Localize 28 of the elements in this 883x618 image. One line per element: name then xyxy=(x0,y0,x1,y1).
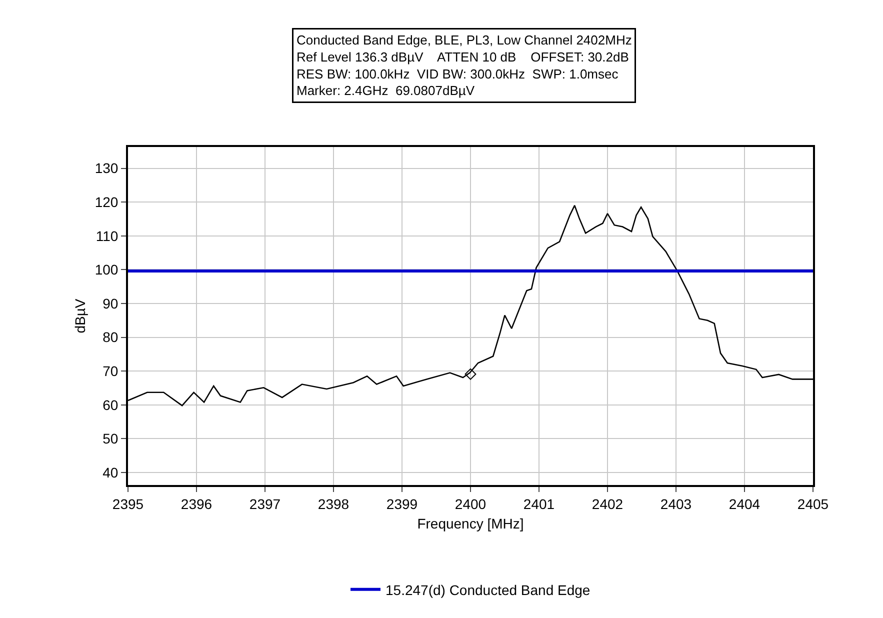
x-tick-label: 2403 xyxy=(660,496,692,512)
x-tick-label: 2399 xyxy=(386,496,418,512)
y-tick-label: 130 xyxy=(94,160,118,176)
y-tick-label: 90 xyxy=(102,295,118,312)
x-axis-title: Frequency [MHz] xyxy=(417,516,524,532)
y-tick-label: 110 xyxy=(96,228,118,244)
x-tick-label: 2397 xyxy=(249,496,281,512)
x-tick-label: 2400 xyxy=(454,496,486,512)
text: Marker: 2.4GHz 69.0807dBµV xyxy=(296,83,475,98)
y-axis-title: dBµV xyxy=(72,298,88,334)
x-tick-label: 2404 xyxy=(728,496,760,512)
x-tick-label: 2395 xyxy=(112,496,144,512)
chart-title: Conducted Band Edge, BLE, PL3, Low Channel 2402MHz xyxy=(296,32,632,48)
x-tick-label: 2398 xyxy=(318,496,350,512)
y-tick-label: 80 xyxy=(102,329,118,346)
y-tick-label: 100 xyxy=(94,262,118,278)
y-tick-label: 50 xyxy=(102,430,118,447)
y-tick-label: 70 xyxy=(102,362,118,379)
x-tick-label: 2401 xyxy=(523,496,555,512)
y-tick-label: 60 xyxy=(102,396,118,413)
x-tick-label: 2396 xyxy=(180,496,212,512)
x-tick-label: 2405 xyxy=(797,496,829,512)
text: Ref Level 136.3 dBµV ATTEN 10 dB OFFSET: 30.2dB xyxy=(296,49,629,64)
y-tick-label: 120 xyxy=(94,194,118,210)
text: RES BW: 100.0kHz VID BW: 300.0kHz SWP: 1.0msec xyxy=(296,66,619,82)
legend-label: 15.247(d) Conducted Band Edge xyxy=(386,582,590,598)
y-tick-label: 40 xyxy=(102,464,118,480)
x-tick-label: 2402 xyxy=(592,496,624,512)
